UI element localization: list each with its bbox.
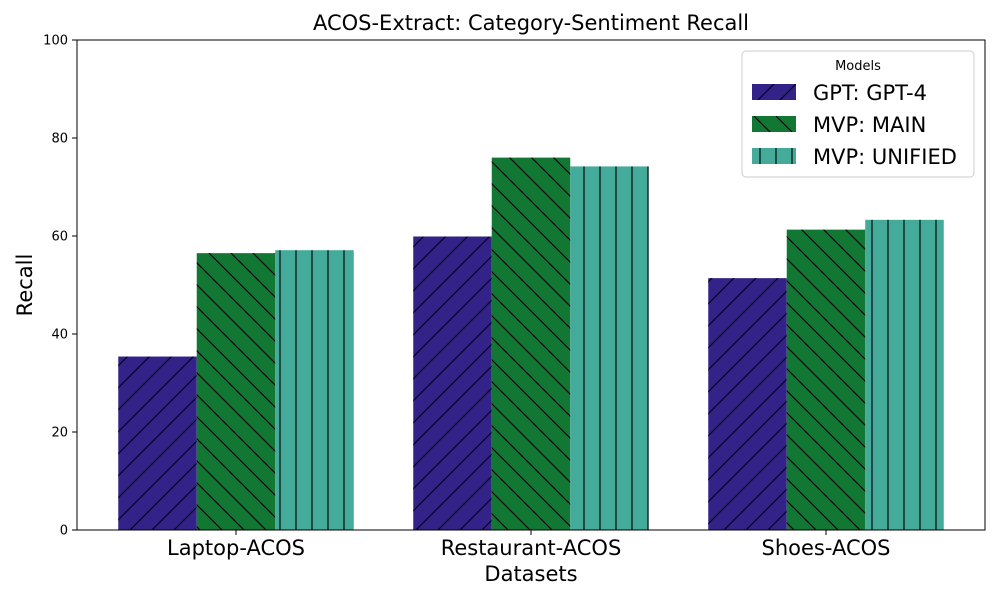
- x-axis-ticks: Laptop-ACOS Restaurant-ACOS Shoes-ACOS: [167, 530, 890, 560]
- x-tick-label: Restaurant-ACOS: [441, 536, 622, 560]
- y-axis-ticks: 0 20 40 60 80 100: [43, 34, 77, 539]
- y-tick-label: 0: [60, 524, 68, 539]
- y-tick-label: 80: [51, 132, 68, 147]
- bars-group: [118, 157, 944, 531]
- x-tick-label: Laptop-ACOS: [167, 536, 305, 560]
- bar-hatch-0-0: [118, 356, 197, 530]
- x-axis-label: Datasets: [484, 562, 577, 586]
- chart-title: ACOS-Extract: Category-Sentiment Recall: [313, 11, 749, 35]
- bar-hatch-1-2: [786, 229, 866, 530]
- legend: Models GPT: GPT-4 MVP: MAIN MVP: UNIFIED: [741, 50, 975, 178]
- bar-hatch-2-2: [865, 219, 944, 530]
- x-tick-label: Shoes-ACOS: [762, 536, 891, 560]
- legend-swatch-hatch-1: [752, 116, 796, 132]
- legend-box: [741, 50, 975, 178]
- legend-swatch-hatch-0: [752, 84, 796, 100]
- legend-swatch-hatch-2: [752, 148, 796, 164]
- y-tick-label: 60: [51, 230, 68, 245]
- y-tick-label: 20: [51, 426, 68, 441]
- y-axis-label: Recall: [13, 254, 37, 317]
- y-tick-label: 40: [51, 328, 68, 343]
- bar-hatch-0-2: [708, 278, 787, 530]
- bar-hatch-2-0: [275, 250, 354, 530]
- bar-hatch-1-0: [196, 253, 276, 530]
- legend-title: Models: [835, 59, 881, 74]
- legend-label-1: MVP: MAIN: [813, 113, 926, 137]
- bar-hatch-0-1: [413, 236, 492, 531]
- legend-label-0: GPT: GPT-4: [813, 81, 927, 105]
- bar-hatch-1-1: [491, 157, 571, 530]
- y-tick-label: 100: [43, 34, 68, 49]
- legend-label-2: MVP: UNIFIED: [813, 145, 957, 169]
- bar-hatch-2-1: [570, 166, 649, 531]
